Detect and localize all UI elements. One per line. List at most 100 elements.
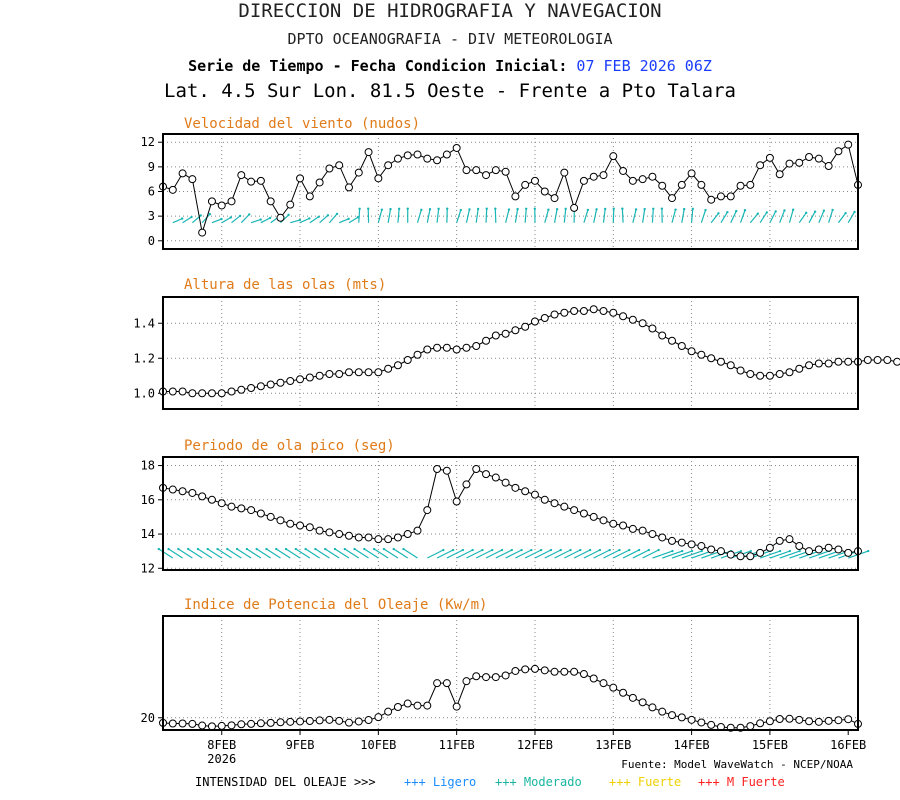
direction-arrow: [240, 214, 250, 224]
data-point: [501, 478, 510, 487]
direction-arrow: [485, 208, 488, 223]
data-point: [413, 701, 422, 710]
direction-arrow-head: [530, 548, 533, 552]
direction-arrow-head: [442, 548, 445, 552]
direction-arrow-head: [603, 207, 607, 211]
direction-arrow: [652, 550, 673, 559]
data-point: [550, 499, 559, 508]
direction-arrow: [309, 216, 320, 224]
data-point: [707, 354, 716, 363]
data-point: [805, 361, 814, 370]
data-point: [785, 535, 794, 544]
data-point: [335, 716, 344, 725]
data-point: [227, 502, 236, 511]
direction-arrow: [158, 548, 174, 559]
direction-arrow: [172, 218, 183, 224]
direction-arrow: [534, 549, 552, 559]
data-point: [814, 545, 823, 554]
data-point: [247, 384, 256, 392]
data-point: [217, 499, 226, 508]
direction-arrow-head: [539, 548, 543, 552]
data-point: [374, 174, 383, 183]
x-tick-label: 9FEB: [286, 738, 315, 752]
direction-arrow: [515, 549, 532, 559]
data-point: [795, 158, 804, 167]
intensity-legend-item: +++ Moderado: [495, 775, 582, 789]
data-point: [687, 347, 696, 356]
data-point: [286, 377, 295, 385]
direction-arrow: [178, 548, 193, 559]
direction-arrow: [168, 548, 183, 559]
y-tick-label: 6: [148, 185, 155, 199]
data-point: [893, 357, 900, 366]
direction-arrow-head: [199, 214, 202, 217]
data-point: [648, 703, 657, 712]
direction-arrow-head: [491, 548, 494, 552]
direction-arrow-head: [446, 207, 449, 210]
data-point: [716, 192, 725, 201]
y-tick-label: 0: [148, 234, 155, 248]
direction-arrow: [613, 549, 630, 559]
data-point: [207, 495, 216, 504]
data-point: [344, 183, 353, 192]
data-point: [237, 385, 246, 394]
direction-arrow: [700, 209, 707, 223]
data-point: [442, 679, 451, 688]
data-point: [305, 717, 314, 726]
direction-arrow-head: [358, 207, 361, 210]
direction-arrow-head: [343, 547, 346, 551]
data-point: [501, 671, 510, 680]
data-point: [491, 331, 500, 340]
direction-arrow-head: [326, 214, 330, 217]
direction-arrow: [295, 548, 311, 559]
data-point: [756, 161, 765, 170]
direction-arrow: [553, 209, 558, 223]
data-point: [521, 487, 530, 496]
data-point: [393, 533, 402, 542]
data-point: [335, 370, 344, 378]
direction-arrow: [256, 548, 272, 559]
data-point: [550, 310, 559, 319]
direction-arrow-head: [180, 217, 184, 220]
data-point: [423, 701, 432, 710]
direction-arrow: [739, 210, 746, 223]
data-point: [433, 343, 442, 352]
direction-arrow-head: [652, 207, 655, 210]
direction-arrow: [436, 549, 454, 559]
direction-arrow-head: [564, 207, 567, 211]
direction-arrow: [759, 212, 768, 224]
direction-arrow-head: [831, 208, 834, 212]
data-point: [677, 180, 686, 189]
direction-arrow-head: [681, 549, 684, 553]
direction-arrow-head: [190, 215, 193, 219]
data-point: [668, 711, 677, 720]
direction-arrow: [847, 211, 856, 224]
data-point: [296, 521, 305, 530]
data-point: [844, 715, 853, 724]
data-point: [834, 147, 843, 156]
data-point: [374, 713, 383, 722]
x-axis: 8FEB 9FEB 10FEB 11FEB 12FEB 13FEB 14FEB 15FEB 16…: [207, 730, 866, 766]
data-point: [628, 176, 637, 185]
data-point: [658, 707, 667, 716]
direction-arrow-head: [397, 207, 401, 211]
data-point: [198, 492, 207, 501]
direction-arrow-head: [208, 212, 212, 216]
direction-arrow-head: [700, 549, 704, 553]
data-point: [247, 506, 256, 515]
direction-arrow: [681, 550, 703, 559]
data-point: [765, 153, 774, 162]
direction-arrow-head: [245, 547, 249, 551]
direction-arrow-head: [559, 548, 562, 552]
data-point: [687, 540, 696, 549]
direction-arrow-head: [308, 217, 311, 220]
data-point: [266, 718, 275, 727]
direction-arrow: [246, 548, 262, 559]
data-point: [775, 536, 784, 545]
direction-arrow: [475, 549, 493, 559]
direction-arrow-head: [229, 216, 233, 219]
direction-arrow: [217, 548, 232, 559]
data-point: [648, 324, 657, 333]
panel-title: Velocidad del viento (nudos): [184, 116, 420, 132]
data-point: [344, 718, 353, 727]
